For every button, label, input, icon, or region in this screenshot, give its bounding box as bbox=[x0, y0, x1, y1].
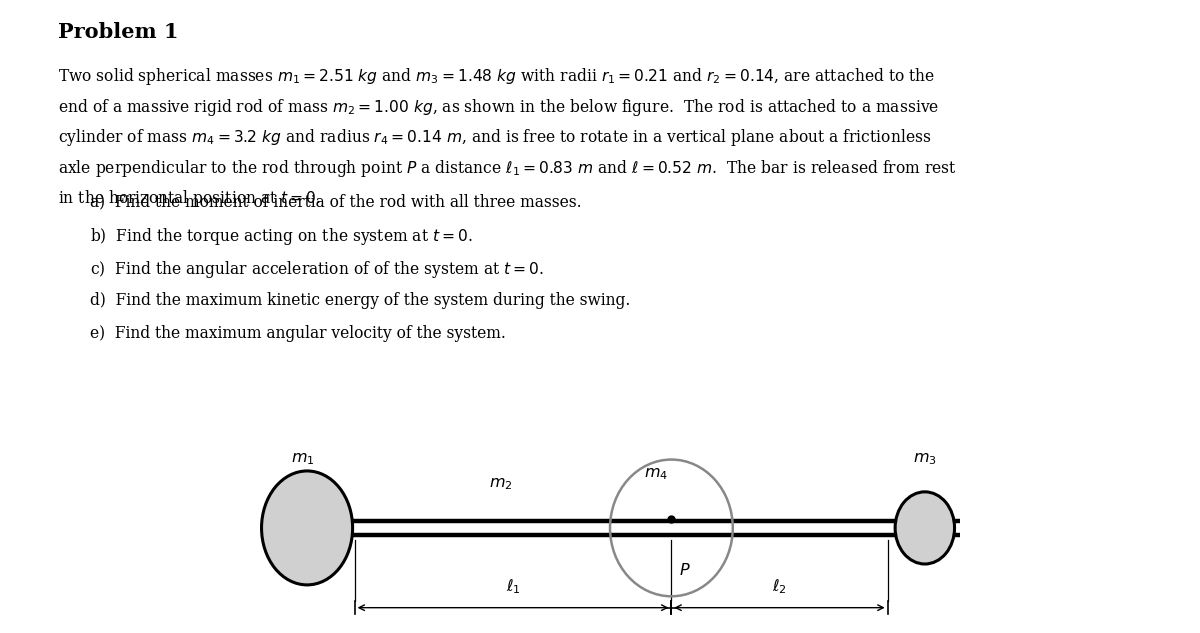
Text: $m_1$: $m_1$ bbox=[292, 450, 314, 467]
Text: in the horizontal position at $t = 0$.: in the horizontal position at $t = 0$. bbox=[58, 188, 320, 209]
Text: end of a massive rigid rod of mass $m_2 = 1.00$ $kg$, as shown in the below figu: end of a massive rigid rod of mass $m_2 … bbox=[58, 97, 938, 118]
Text: d)  Find the maximum kinetic energy of the system during the swing.: d) Find the maximum kinetic energy of th… bbox=[90, 292, 630, 309]
Text: Problem 1: Problem 1 bbox=[58, 22, 178, 42]
Ellipse shape bbox=[895, 492, 954, 564]
Text: $m_4$: $m_4$ bbox=[643, 465, 667, 482]
Text: $\ell_2$: $\ell_2$ bbox=[772, 577, 787, 596]
Text: axle perpendicular to the rod through point $P$ a distance $\ell_1 = 0.83$ $m$ a: axle perpendicular to the rod through po… bbox=[58, 158, 956, 179]
Text: cylinder of mass $m_4 = 3.2$ $kg$ and radius $r_4 = 0.14$ $m$, and is free to ro: cylinder of mass $m_4 = 3.2$ $kg$ and ra… bbox=[58, 127, 931, 148]
Text: $P$: $P$ bbox=[679, 562, 691, 579]
Text: b)  Find the torque acting on the system at $t = 0$.: b) Find the torque acting on the system … bbox=[90, 226, 473, 247]
Text: $m_2$: $m_2$ bbox=[490, 475, 512, 492]
Text: $\ell_1$: $\ell_1$ bbox=[505, 577, 521, 596]
Ellipse shape bbox=[262, 471, 353, 585]
Text: Two solid spherical masses $m_1 = 2.51$ $kg$ and $m_3 = 1.48$ $kg$ with radii $r: Two solid spherical masses $m_1 = 2.51$ … bbox=[58, 66, 935, 87]
Text: $m_3$: $m_3$ bbox=[913, 450, 937, 467]
Text: a)  Find the moment of inertia of the rod with all three masses.: a) Find the moment of inertia of the rod… bbox=[90, 193, 582, 210]
Text: e)  Find the maximum angular velocity of the system.: e) Find the maximum angular velocity of … bbox=[90, 325, 506, 342]
Text: c)  Find the angular acceleration of of the system at $t = 0$.: c) Find the angular acceleration of of t… bbox=[90, 259, 544, 280]
